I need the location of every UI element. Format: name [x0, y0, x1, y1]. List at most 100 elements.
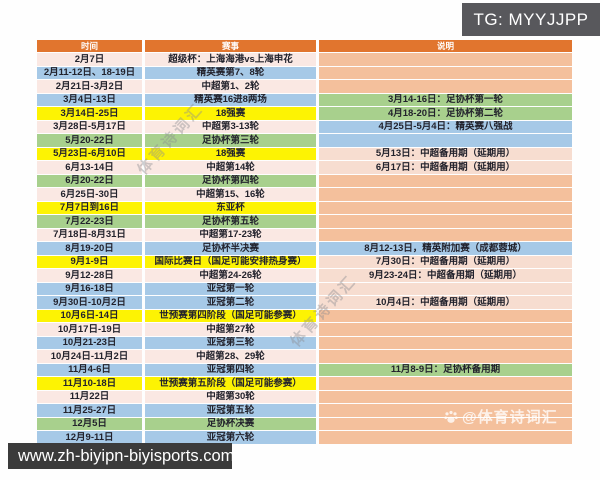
cell-note	[319, 417, 572, 431]
cell-time: 11月22日	[37, 390, 142, 404]
cell-event: 亚冠第四轮	[145, 363, 316, 377]
cell-time: 3月4日-13日	[37, 93, 142, 107]
cell-note: 4月25日-5月4日：精英赛八强战	[319, 120, 572, 134]
cell-note	[319, 336, 572, 350]
cell-note: 8月12-13日，精英附加赛（成都蓉城）	[319, 242, 572, 255]
table-row: 7月22-23日 足协杯第五轮	[37, 215, 572, 228]
header-event: 赛事	[145, 40, 316, 52]
table-row: 5月23日-6月10日 18强赛 5月13日：中超备用期（延期用）	[37, 147, 572, 161]
cell-event: 足协杯决赛	[145, 417, 316, 431]
cell-event: 足协杯第三轮	[145, 134, 316, 147]
cell-event: 中超第14轮	[145, 161, 316, 174]
header-note: 说明	[319, 40, 572, 52]
cell-time: 2月11-12日、18-19日	[37, 66, 142, 80]
table-row: 6月13-14日 中超第14轮 6月17日：中超备用期（延期用）	[37, 161, 572, 174]
cell-note: 3月14-16日：足协杯第一轮	[319, 93, 572, 107]
cell-time: 11月10-18日	[37, 377, 142, 390]
cell-event: 亚冠第二轮	[145, 296, 316, 309]
cell-event: 中超第27轮	[145, 323, 316, 336]
cell-event: 东亚杯	[145, 201, 316, 215]
cell-note: 10月4日：中超备用期（延期用）	[319, 296, 572, 309]
table-row: 6月20-22日 足协杯第四轮	[37, 174, 572, 188]
cell-event: 18强赛	[145, 107, 316, 120]
cell-note	[319, 201, 572, 215]
table-row: 3月4日-13日 精英赛16进8两场 3月14-16日：足协杯第一轮	[37, 93, 572, 107]
cell-time: 6月25日-30日	[37, 188, 142, 201]
cell-event: 世预赛第四阶段（国足可能参赛）	[145, 309, 316, 323]
cell-event: 亚冠第一轮	[145, 282, 316, 296]
cell-event: 中超第17-23轮	[145, 228, 316, 242]
table-row: 10月17日-19日 中超第27轮	[37, 323, 572, 336]
table-row: 9月12-28日 中超第24-26轮 9月23-24日：中超备用期（延期用）	[37, 269, 572, 282]
footer-url-text: www.zh-biyipn-biyisports.com	[18, 446, 235, 465]
cell-note	[319, 215, 572, 228]
cell-time: 11月25-27日	[37, 404, 142, 417]
cell-time: 2月21日-3月2日	[37, 80, 142, 93]
table-row: 9月16-18日 亚冠第一轮	[37, 282, 572, 296]
table-row: 2月7日 超级杯：上海海港vs上海申花	[37, 53, 572, 66]
cell-time: 12月9-11日	[37, 431, 142, 444]
cell-note	[319, 323, 572, 336]
table-row: 3月14日-25日 18强赛 4月18-20日：足协杯第二轮	[37, 107, 572, 120]
cell-time: 5月20-22日	[37, 134, 142, 147]
schedule-table: 时间 赛事 说明 2月7日 超级杯：上海海港vs上海申花 2月11-12日、18-1…	[37, 40, 572, 444]
cell-note	[319, 350, 572, 363]
table-row: 7月7日到16日 东亚杯	[37, 201, 572, 215]
cell-note: 5月13日：中超备用期（延期用）	[319, 147, 572, 161]
cell-time: 6月20-22日	[37, 174, 142, 188]
cell-event: 中超第1、2轮	[145, 80, 316, 93]
table-row: 9月1-9日 国际比赛日（国足可能安排热身赛） 7月30日：中超备用期（延期用）	[37, 255, 572, 269]
cell-time: 3月28日-5月17日	[37, 120, 142, 134]
cell-note	[319, 404, 572, 417]
cell-event: 中超第30轮	[145, 390, 316, 404]
cell-event: 足协杯第五轮	[145, 215, 316, 228]
cell-event: 精英赛16进8两场	[145, 93, 316, 107]
table-row: 10月21-23日 亚冠第三轮	[37, 336, 572, 350]
tg-badge-text: TG: MYYJJPP	[473, 9, 589, 29]
cell-event: 国际比赛日（国足可能安排热身赛）	[145, 255, 316, 269]
cell-note	[319, 377, 572, 390]
footer-url-bar: www.zh-biyipn-biyisports.com	[8, 443, 235, 469]
cell-event: 18强赛	[145, 147, 316, 161]
cell-time: 9月30日-10月2日	[37, 296, 142, 309]
table-row: 10月24日-11月2日 中超第28、29轮	[37, 350, 572, 363]
cell-time: 2月7日	[37, 53, 142, 66]
table-row: 10月6日-14日 世预赛第四阶段（国足可能参赛）	[37, 309, 572, 323]
cell-event: 足协杯第四轮	[145, 174, 316, 188]
cell-event: 足协杯半决赛	[145, 242, 316, 255]
table-row: 2月21日-3月2日 中超第1、2轮	[37, 80, 572, 93]
cell-note	[319, 390, 572, 404]
cell-time: 7月7日到16日	[37, 201, 142, 215]
cell-note	[319, 431, 572, 444]
cell-event: 中超第15、16轮	[145, 188, 316, 201]
cell-note	[319, 282, 572, 296]
cell-time: 5月23日-6月10日	[37, 147, 142, 161]
cell-time: 9月1-9日	[37, 255, 142, 269]
cell-event: 世预赛第五阶段（国足可能参赛）	[145, 377, 316, 390]
cell-event: 精英赛第7、8轮	[145, 66, 316, 80]
table-row: 9月30日-10月2日 亚冠第二轮 10月4日：中超备用期（延期用）	[37, 296, 572, 309]
cell-note: 9月23-24日：中超备用期（延期用）	[319, 269, 572, 282]
cell-note: 7月30日：中超备用期（延期用）	[319, 255, 572, 269]
table-row: 6月25日-30日 中超第15、16轮	[37, 188, 572, 201]
table-row: 12月5日 足协杯决赛	[37, 417, 572, 431]
cell-note	[319, 134, 572, 147]
cell-event: 中超第24-26轮	[145, 269, 316, 282]
cell-time: 6月13-14日	[37, 161, 142, 174]
table-row: 12月9-11日 亚冠第六轮	[37, 431, 572, 444]
cell-time: 12月5日	[37, 417, 142, 431]
table-row: 11月4-6日 亚冠第四轮 11月8-9日：足协杯备用期	[37, 363, 572, 377]
cell-time: 10月17日-19日	[37, 323, 142, 336]
cell-time: 10月6日-14日	[37, 309, 142, 323]
cell-note	[319, 66, 572, 80]
cell-event: 亚冠第五轮	[145, 404, 316, 417]
cell-note	[319, 174, 572, 188]
header-time: 时间	[37, 40, 142, 52]
cell-event: 亚冠第三轮	[145, 336, 316, 350]
cell-note	[319, 188, 572, 201]
table-header-row: 时间 赛事 说明	[37, 40, 572, 52]
cell-note	[319, 80, 572, 93]
table-row: 2月11-12日、18-19日 精英赛第7、8轮	[37, 66, 572, 80]
table-row: 8月19-20日 足协杯半决赛 8月12-13日，精英附加赛（成都蓉城）	[37, 242, 572, 255]
table-row: 5月20-22日 足协杯第三轮	[37, 134, 572, 147]
